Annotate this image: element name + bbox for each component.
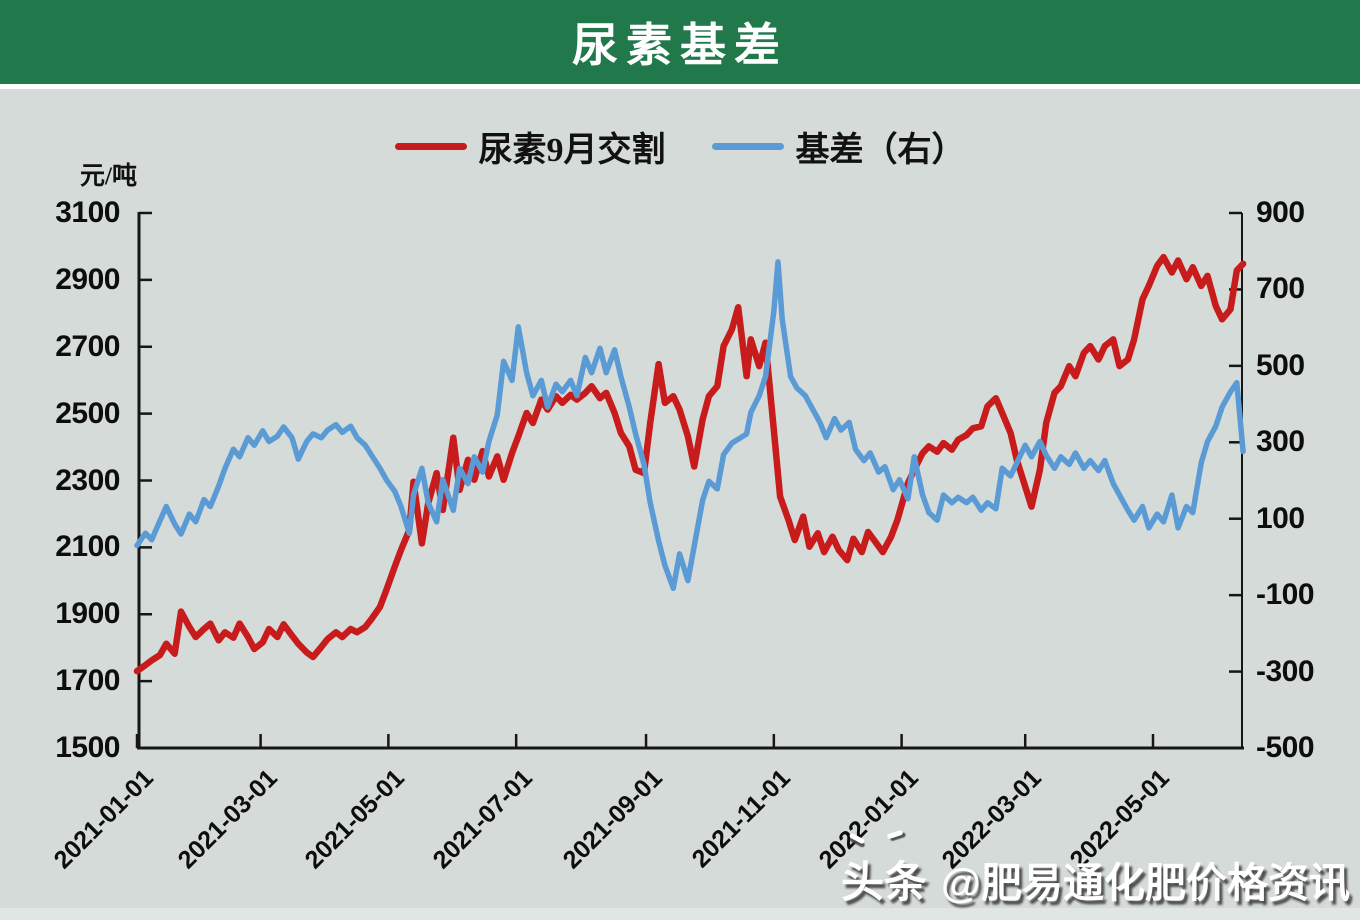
y-axis-left-tick-label: 2300 [55,463,120,497]
y-axis-right-tick-label: 300 [1256,425,1305,459]
y-axis-left-tick-label: 2700 [55,329,120,363]
y-axis-left-tick-label: 2500 [55,396,120,430]
legend-label-futures: 尿素9月交割 [478,131,666,169]
y-axis-right-tick-label: 500 [1256,348,1305,382]
y-axis-right-tick-label: -100 [1256,578,1315,612]
y-axis-right-tick-label: -300 [1256,654,1315,688]
chart-canvas [0,89,1360,920]
y-axis-unit-label: 元/吨 [80,163,137,190]
y-axis-left-tick-label: 1900 [55,597,120,631]
y-axis-left-tick-label: 1700 [55,664,120,698]
title-bar: 尿素基差 [0,0,1360,89]
y-axis-left-tick-label: 2900 [55,262,120,296]
toutiao-badge-label: 头条 [841,859,928,907]
watermark-handle: @肥易通化肥价格资讯 [941,860,1350,906]
y-axis-right-tick-label: -500 [1256,731,1315,764]
y-axis-left-tick-label: 2100 [55,530,120,564]
legend-item-basis: 基差（右） [711,122,966,171]
y-axis-left-tick-label: 3100 [55,196,120,229]
series-line-futures [133,253,1247,675]
y-axis-right-tick-label: 900 [1256,196,1305,229]
legend-label-basis: 基差（右） [795,131,966,169]
y-axis-right-tick-label: 100 [1256,501,1305,535]
y-axis-right-tick-label: 700 [1256,272,1305,306]
watermark: 头条 @肥易通化肥价格资讯 [841,829,1350,910]
blue-line-swatch-icon [711,142,784,150]
red-line-swatch-icon [394,142,467,150]
chart-title: 尿素基差 [572,19,788,71]
y-axis-left-tick-label: 1500 [55,731,120,764]
legend: 尿素9月交割 基差（右） [0,122,1360,170]
series-line-basis [134,259,1246,592]
legend-item-futures: 尿素9月交割 [394,122,666,171]
toutiao-logo-text: 头条 [841,829,928,910]
bottom-edge-strip [0,908,1360,920]
